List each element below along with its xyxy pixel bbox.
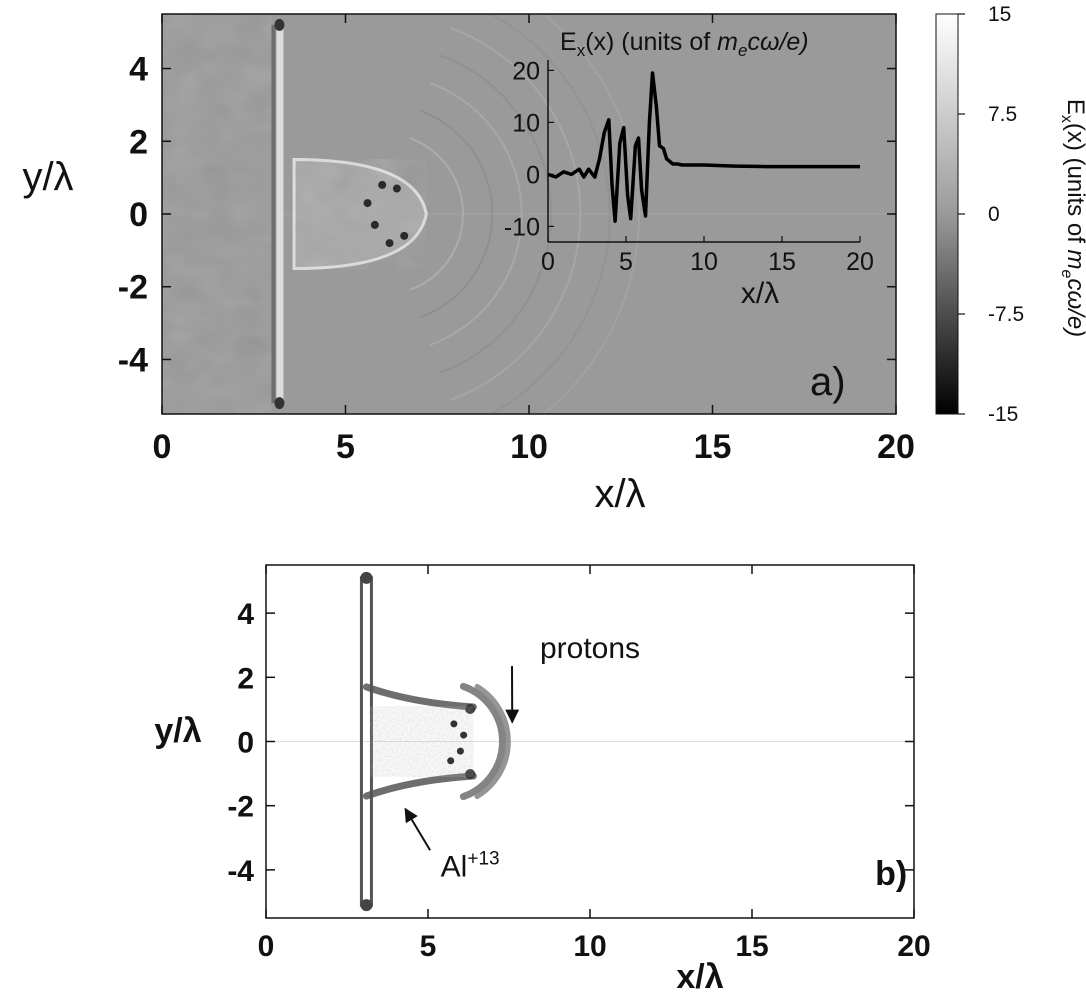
panel-b-xtick-label-20: 20 bbox=[897, 930, 930, 963]
panel-b-xtick-label-10: 10 bbox=[573, 930, 606, 963]
shock-hotspot bbox=[392, 184, 401, 193]
colorbar-tick-label-neg7-5: -7.5 bbox=[988, 303, 1024, 326]
al-arm bbox=[362, 772, 477, 800]
annotation-protons: protons bbox=[540, 632, 640, 665]
particle-scatter bbox=[359, 571, 511, 912]
inset-ex-line bbox=[547, 71, 860, 223]
annotation-arrow bbox=[404, 807, 431, 851]
colorbar-tick-label-neg15: -15 bbox=[988, 403, 1018, 426]
colorbar-tick-label-7-5: 7.5 bbox=[988, 103, 1017, 126]
proton-arc bbox=[474, 683, 511, 800]
series-protons bbox=[459, 682, 511, 801]
inset-line-chart: Ex(x) (units of mecω/e) 0 5 10 15 2020100-10… bbox=[504, 28, 874, 310]
al-arm-tip bbox=[465, 769, 476, 780]
panel-b-label: b) bbox=[875, 855, 907, 893]
colorbar: 15 7.5 0 -7.5 -15 Ex(x) (units of mecω/e) bbox=[935, 3, 1086, 426]
panel-a-ytick-label-0: 0 bbox=[129, 196, 148, 234]
inset-ytick-label-0: 0 bbox=[526, 161, 540, 189]
shock-front-field bbox=[292, 157, 428, 271]
annotation-text: Al bbox=[441, 850, 468, 883]
panel-b-ytick-label-neg2: -2 bbox=[227, 791, 254, 824]
foil-edge-spot bbox=[274, 397, 285, 410]
inset-xtick-label-10: 10 bbox=[690, 248, 718, 276]
colorbar-tick-label-15: 15 bbox=[988, 3, 1011, 26]
shock-hotspot bbox=[400, 231, 409, 240]
panel-b-ylabel: y/λ bbox=[154, 712, 201, 750]
panel-a-ylabel: y/λ bbox=[22, 155, 73, 199]
panel-a-ytick-label-neg2: -2 bbox=[118, 269, 148, 307]
panel-b-ytick-label-2: 2 bbox=[237, 662, 254, 695]
panel-b-annotations: protons Al+13 b) bbox=[404, 632, 907, 893]
proton-arc bbox=[459, 682, 506, 801]
al-hotspot bbox=[450, 720, 458, 728]
colorbar-tick-label-0: 0 bbox=[988, 203, 1000, 226]
al-foil-edge bbox=[360, 571, 373, 584]
shock-hotspot bbox=[385, 239, 394, 248]
panel-b-ytick-label-neg4: -4 bbox=[227, 855, 254, 888]
shock-hotspot bbox=[363, 199, 372, 208]
inset-xlabel: x/λ bbox=[741, 277, 779, 310]
foil-edge-spot bbox=[274, 18, 285, 31]
panel-b-xtick-label-0: 0 bbox=[258, 930, 275, 963]
inset-ytick-label-20: 20 bbox=[512, 57, 540, 85]
panel-a-xtick-label-20: 20 bbox=[877, 428, 915, 466]
shock-texture bbox=[294, 159, 427, 269]
colorbar-ticks: 15 7.5 0 -7.5 -15 bbox=[958, 3, 1024, 426]
annotation-text: protons bbox=[540, 632, 640, 665]
inset-xtick-label-15: 15 bbox=[768, 248, 796, 276]
series-al-ions bbox=[359, 571, 477, 912]
panel-a-xlabel: x/λ bbox=[594, 472, 645, 516]
foil-bright-band bbox=[276, 24, 284, 404]
al-arm bbox=[362, 683, 477, 711]
target-foil-field bbox=[271, 18, 285, 410]
inset-xtick-label-5: 5 bbox=[619, 248, 633, 276]
panel-b-ytick-label-0: 0 bbox=[237, 727, 254, 760]
al-hotspot bbox=[460, 731, 468, 739]
al-foil-edge bbox=[360, 899, 373, 912]
inset-xtick-label-0: 0 bbox=[541, 248, 555, 276]
panel-b-xtick-label-15: 15 bbox=[735, 930, 768, 963]
panel-a-ytick-label-neg4: -4 bbox=[118, 341, 148, 379]
field-map bbox=[162, 14, 896, 414]
foil-dark-band bbox=[271, 24, 276, 404]
inset-xtick-label-20: 20 bbox=[846, 248, 874, 276]
panel-a-ytick-label-4: 4 bbox=[129, 51, 148, 89]
panel-a-ytick-label-2: 2 bbox=[129, 123, 148, 161]
panel-a-xtick-label-5: 5 bbox=[336, 428, 355, 466]
panel-a-label: a) bbox=[810, 360, 846, 404]
panel-b-xtick-label-5: 5 bbox=[420, 930, 437, 963]
shock-hotspot bbox=[370, 220, 379, 229]
panel-b-ytick-label-4: 4 bbox=[237, 598, 254, 631]
al-hotspot bbox=[456, 747, 464, 755]
inset-ytick-label-10: 10 bbox=[512, 109, 540, 137]
inset-title: Ex(x) (units of mecω/e) bbox=[560, 28, 809, 60]
shock-hotspot bbox=[378, 180, 387, 189]
al-arm-tip bbox=[465, 703, 476, 714]
annotation-Al: Al+13 bbox=[441, 848, 500, 883]
field-texture bbox=[162, 14, 272, 414]
panel-b-xlabel: x/λ bbox=[676, 958, 723, 992]
inset-ytick-label-neg10: -10 bbox=[504, 213, 540, 241]
panel-a-xtick-label-0: 0 bbox=[153, 428, 172, 466]
panel-a-xtick-label-15: 15 bbox=[694, 428, 732, 466]
panel-a-xtick-label-10: 10 bbox=[510, 428, 548, 466]
annotation-superscript: +13 bbox=[467, 848, 499, 869]
colorbar-label: Ex(x) (units of mecω/e) bbox=[1058, 99, 1086, 337]
al-hotspot bbox=[447, 757, 455, 765]
colorbar-gradient bbox=[935, 13, 959, 415]
